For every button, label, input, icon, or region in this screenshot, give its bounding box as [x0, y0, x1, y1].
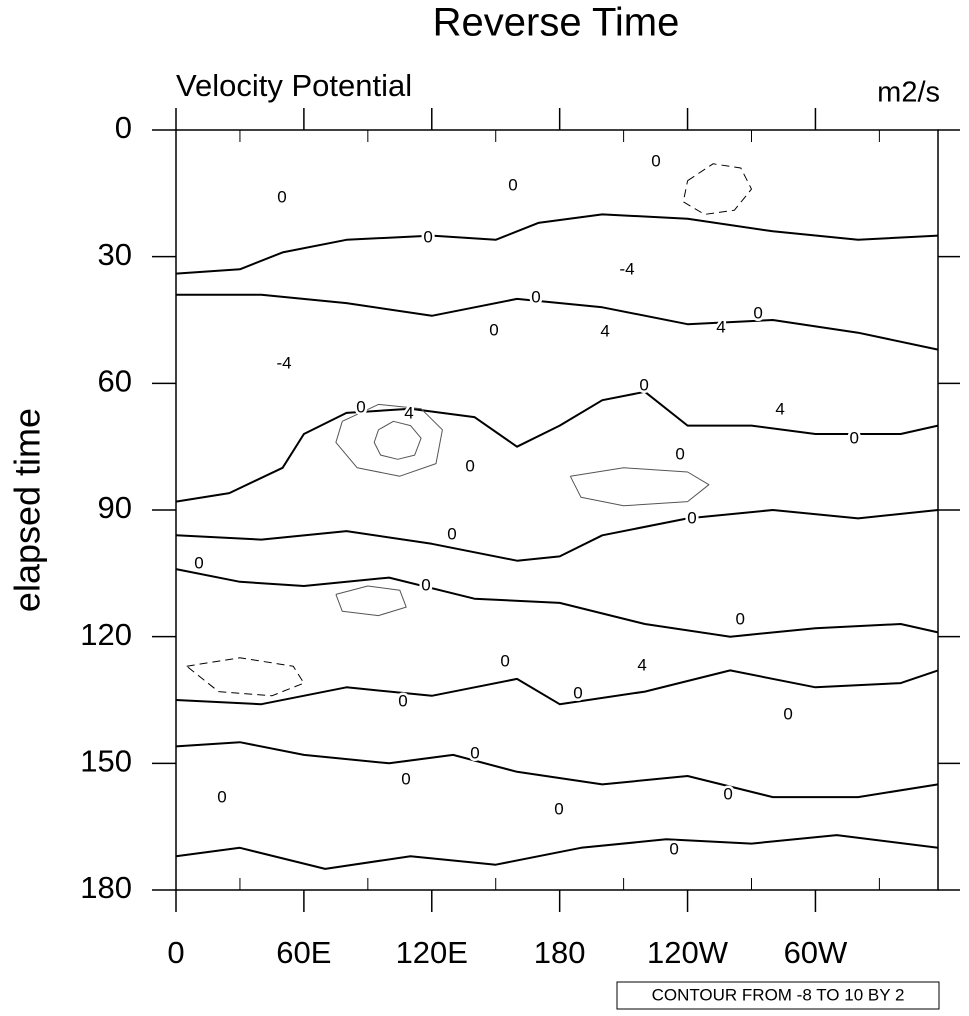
contour-label: 0 — [669, 839, 678, 858]
contour-line — [175, 213, 939, 275]
contour-label: 4 — [600, 322, 609, 341]
contour-label: 0 — [783, 705, 792, 724]
contour-label: 0 — [687, 508, 696, 527]
y-tick-label: 150 — [80, 744, 132, 779]
x-tick-label: 60W — [784, 935, 848, 970]
x-tick-label: 0 — [167, 935, 184, 970]
y-tick-label: 30 — [98, 237, 132, 272]
contour-label: 0 — [398, 692, 407, 711]
contour-label: 0 — [489, 320, 498, 339]
y-tick-label: 0 — [115, 110, 132, 145]
contour-line — [682, 163, 752, 215]
y-tick-label: 90 — [98, 490, 132, 525]
contour-label: 0 — [470, 744, 479, 763]
contour-line — [335, 585, 407, 617]
contour-label: 0 — [573, 684, 582, 703]
contour-line — [569, 467, 710, 507]
contour-label: 0 — [531, 288, 540, 307]
plot-frame — [175, 129, 939, 891]
x-tick-label: 60E — [276, 935, 331, 970]
contour-label: 0 — [401, 769, 410, 788]
contour-label: 0 — [500, 651, 509, 670]
info-box — [616, 981, 940, 1010]
x-tick-label: 180 — [534, 935, 586, 970]
contour-label: 0 — [639, 375, 648, 394]
contour-label: 4 — [404, 404, 413, 423]
contour-label: 0 — [651, 152, 660, 171]
contour-line — [186, 657, 305, 697]
contour-line — [175, 741, 939, 799]
y-tick-label: 120 — [80, 617, 132, 652]
contour-label: 0 — [554, 800, 563, 819]
contour-label: 0 — [465, 456, 474, 475]
contour-label: 0 — [421, 575, 430, 594]
contour-label: -4 — [277, 353, 292, 372]
contour-line — [176, 293, 939, 351]
contour-label: 0 — [849, 429, 858, 448]
contour-label: 0 — [675, 445, 684, 464]
contour-label: 0 — [217, 787, 226, 806]
contour-label: 0 — [423, 228, 432, 247]
contour-label: 0 — [723, 784, 732, 803]
contour-label: 0 — [277, 187, 286, 206]
contour-info: CONTOUR FROM -8 TO 10 BY 2 — [652, 985, 905, 1004]
contour-line — [373, 420, 422, 460]
contour-line — [175, 834, 939, 870]
contour-label: 4 — [637, 656, 646, 675]
x-tick-label: 120W — [647, 935, 729, 970]
left-label: Velocity Potential — [176, 68, 412, 103]
contour-label: 0 — [735, 610, 744, 629]
contour-line — [175, 669, 939, 706]
contour-label: 0 — [753, 304, 762, 323]
x-tick-label: 120E — [396, 935, 468, 970]
y-axis-label: elapsed time — [7, 408, 48, 612]
y-tick-label: 180 — [80, 870, 132, 905]
y-tick-label: 60 — [98, 364, 132, 399]
contour-label: 0 — [356, 397, 365, 416]
contour-line — [175, 568, 939, 638]
contour-line — [335, 403, 443, 477]
contour-label: 0 — [447, 524, 456, 543]
chart-title: Reverse Time — [433, 1, 680, 45]
contour-label: 0 — [194, 554, 203, 573]
contour-label: 0 — [508, 176, 517, 195]
contour-label: 4 — [775, 399, 784, 418]
contour-label: -4 — [619, 260, 634, 279]
units-label: m2/s — [877, 77, 940, 109]
contour-label: 4 — [716, 318, 725, 337]
contour-line — [175, 390, 939, 503]
contour-line — [175, 509, 939, 562]
